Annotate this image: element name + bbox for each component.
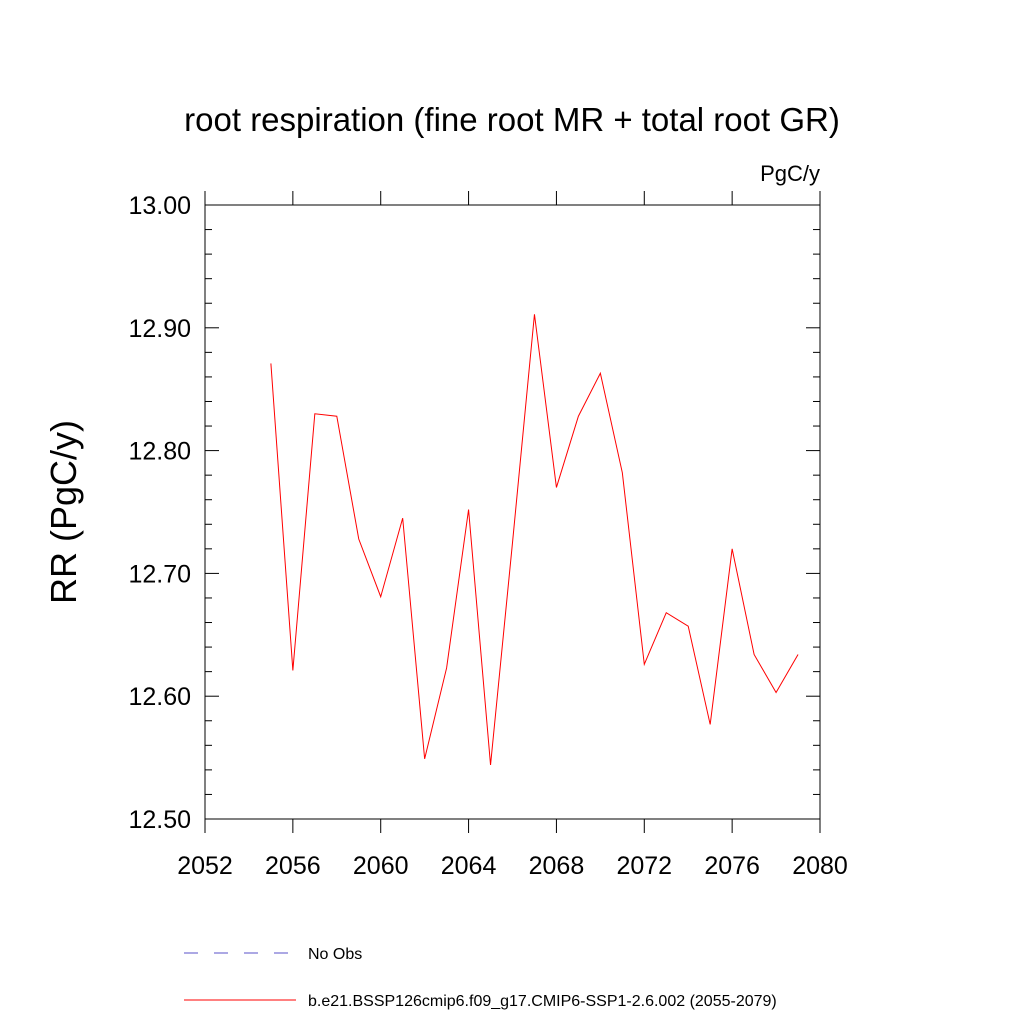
y-tick-label: 12.70 xyxy=(128,560,191,588)
x-tick-label: 2056 xyxy=(265,852,321,880)
legend-label-model: b.e21.BSSP126cmip6.f09_g17.CMIP6-SSP1-2.… xyxy=(308,993,777,1010)
y-tick-label: 13.00 xyxy=(128,192,191,220)
plot-area-frame xyxy=(204,204,821,820)
x-tick-label: 2068 xyxy=(529,852,585,880)
data-series xyxy=(270,314,799,766)
y-tick-label: 12.90 xyxy=(128,315,191,343)
y-tick-label: 12.50 xyxy=(128,806,191,834)
chart-title: root respiration (fine root MR + total r… xyxy=(184,101,840,138)
x-tick-label: 2052 xyxy=(177,852,233,880)
x-tick-label: 2064 xyxy=(441,852,497,880)
y-axis-label: RR (PgC/y) xyxy=(43,420,84,604)
y-tick-label: 12.60 xyxy=(128,683,191,711)
x-tick-label: 2072 xyxy=(616,852,672,880)
series-line xyxy=(270,314,799,766)
x-tick-label: 2080 xyxy=(792,852,848,880)
legend: No Obs b.e21.BSSP126cmip6.f09_g17.CMIP6-… xyxy=(184,946,777,1010)
y-tick-label: 12.80 xyxy=(128,438,191,466)
tick-labels: 2052 2056 2060 2064 2068 2072 2076 2080 12.50 12.… xyxy=(128,192,847,880)
x-tick-label: 2060 xyxy=(353,852,409,880)
legend-label-no-obs: No Obs xyxy=(308,946,362,963)
axis-ticks xyxy=(204,191,821,833)
x-tick-label: 2076 xyxy=(704,852,760,880)
units-label: PgC/y xyxy=(760,161,820,186)
